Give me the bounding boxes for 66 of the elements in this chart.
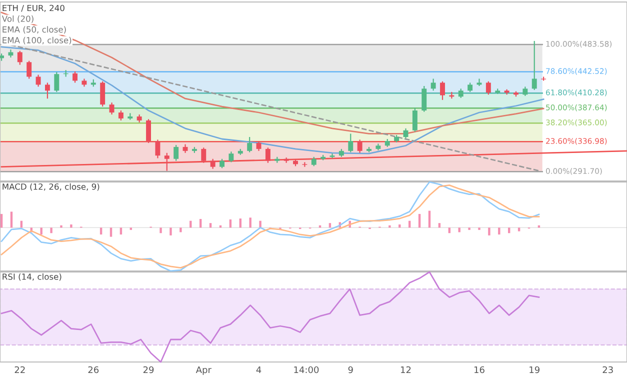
candlestick: [486, 80, 491, 96]
x-tick-label: 16: [474, 366, 484, 374]
candlestick: [468, 82, 473, 93]
chart-title: MACD (12, 26, close, 9): [2, 183, 100, 191]
candlestick: [26, 60, 32, 80]
bar: [518, 228, 520, 232]
annotation: EMA (50, close): [2, 26, 66, 34]
candlestick: [247, 136, 252, 153]
x-tick-label: 12: [401, 366, 411, 374]
bar: [70, 224, 72, 228]
bar: [170, 228, 172, 236]
bar: [160, 228, 162, 234]
bar: [508, 228, 510, 234]
candlestick: [348, 133, 354, 153]
candlestick: [174, 144, 179, 162]
bar: [328, 223, 332, 228]
candlestick: [532, 40, 537, 91]
x-tick-label: 26: [88, 366, 99, 374]
candlestick: [228, 151, 234, 163]
candlestick: [17, 50, 22, 66]
bar: [110, 228, 112, 237]
x-tick-label: 23: [602, 366, 613, 374]
bar: [10, 212, 13, 228]
bar: [50, 228, 52, 234]
x-tick-label: Apr: [196, 366, 212, 375]
bar: [448, 228, 450, 234]
candlestick: [220, 158, 224, 169]
bar: [249, 218, 252, 228]
candlestick: [100, 80, 106, 108]
candlestick: [412, 107, 418, 132]
candlestick: [72, 70, 78, 84]
bar: [120, 228, 122, 234]
bar: [40, 228, 42, 234]
bar: [458, 228, 460, 232]
x-tick-label: 19: [530, 366, 540, 374]
candlestick: [476, 78, 482, 87]
x-tick-label: 22: [14, 366, 25, 374]
chart-title: RSI (14, close): [2, 273, 62, 281]
candlestick: [109, 102, 114, 116]
bar: [388, 225, 391, 228]
x-tick-label: 9: [348, 366, 353, 374]
annotation: EMA (100, close): [2, 36, 72, 44]
candlestick: [118, 110, 124, 122]
x-tick-label: 4: [256, 366, 262, 374]
bar: [259, 220, 262, 228]
bar: [100, 228, 102, 234]
bar: [180, 228, 182, 232]
candlestick: [422, 85, 427, 112]
candlestick: [36, 74, 41, 88]
annotation: Vol (20): [2, 15, 34, 23]
x-tick-label: 29: [143, 366, 154, 374]
bar: [438, 223, 441, 228]
chart-title: ETH / EUR, 240: [2, 4, 64, 12]
bar: [488, 228, 490, 236]
bar: [60, 225, 62, 228]
candlestick: [522, 86, 528, 96]
bar: [209, 223, 212, 228]
candlestick: [302, 162, 308, 168]
candlestick: [458, 88, 464, 98]
bar: [498, 228, 500, 234]
candlestick: [311, 156, 316, 167]
candlestick: [44, 82, 50, 100]
candlestick: [54, 72, 60, 93]
candlestick: [440, 80, 445, 100]
x-tick-label: 14:00: [294, 366, 319, 374]
candlestick: [430, 78, 436, 92]
